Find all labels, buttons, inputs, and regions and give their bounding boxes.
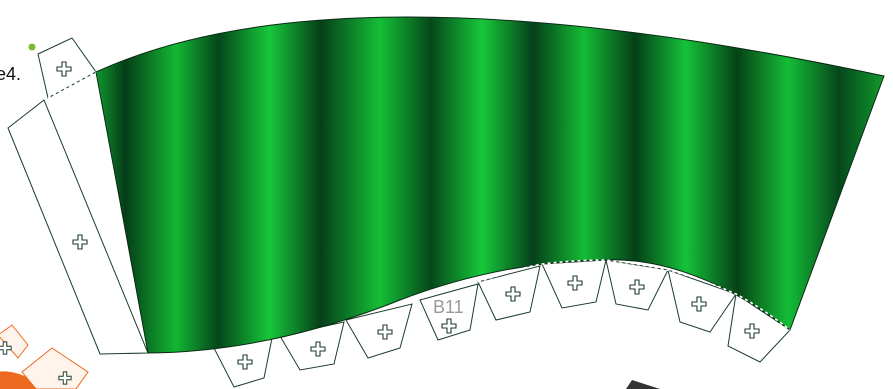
fold-lines xyxy=(47,71,791,331)
adjacent-piece-orange xyxy=(0,324,89,389)
partial-label: e4. xyxy=(0,64,21,84)
green-panel xyxy=(95,16,885,354)
green-dot xyxy=(28,43,36,51)
piece-label: B11 xyxy=(433,297,464,317)
glue-tab-top xyxy=(37,37,97,99)
glue-tab-left xyxy=(7,99,149,355)
arrow-icon xyxy=(626,380,660,389)
